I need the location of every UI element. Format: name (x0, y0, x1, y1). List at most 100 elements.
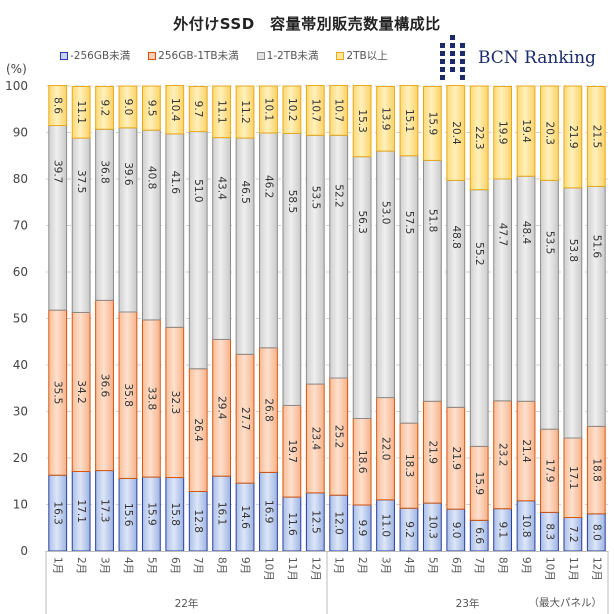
bar-segment-2tb-plus (540, 85, 559, 181)
x-tick-label: 11月 (567, 557, 579, 581)
data-label: 10.1 (262, 98, 274, 121)
data-label: 21.5 (590, 125, 602, 148)
data-label: 12.0 (333, 511, 345, 534)
legend-swatch (60, 51, 68, 60)
bar-segment-2tb-plus (563, 85, 583, 189)
bar-segment-2tb-plus (141, 85, 161, 131)
x-tick-label: 8月 (216, 557, 228, 574)
data-label: 53.8 (567, 239, 579, 262)
data-label: 18.3 (403, 454, 415, 477)
legend-item-256gb-1tb: 256GB-1TB未満 (148, 48, 239, 63)
y-tick-label: 70 (13, 219, 28, 233)
x-tick-label: 5月 (426, 557, 438, 574)
legend-item-1-2tb: 1-2TB未満 (256, 48, 318, 63)
bar-segment-1-2tb (95, 128, 114, 301)
data-label: 15.1 (403, 109, 415, 132)
data-label: 29.4 (216, 396, 228, 420)
chart-title: 外付けSSD 容量帯別販売数量構成比 (173, 15, 441, 33)
x-tick-label: 3月 (380, 557, 392, 574)
data-label: 48.8 (450, 225, 462, 248)
data-label: 10.4 (169, 98, 181, 122)
bar-segment-2tb-plus (71, 85, 91, 139)
y-axis-unit-label: (%) (6, 62, 27, 76)
data-label: 11.0 (380, 514, 392, 537)
data-label: 12.5 (309, 510, 321, 533)
data-label: 47.7 (497, 223, 509, 246)
data-label: 17.9 (543, 459, 555, 482)
data-label: 10.3 (426, 515, 438, 538)
bar-segment-1-2tb (48, 125, 68, 311)
bar-segment-1-2tb (188, 131, 208, 370)
data-label: 20.4 (450, 121, 462, 145)
x-tick-label: 4月 (403, 557, 415, 574)
bar-segment-2tb-plus (376, 85, 395, 152)
bar-segment-2tb-plus (282, 85, 302, 134)
data-label: 21.9 (426, 440, 438, 463)
bar-segment-1-2tb (282, 132, 302, 406)
bar-segment-2tb-plus (352, 85, 372, 158)
y-tick-label: 10 (13, 498, 28, 512)
data-label: 58.5 (286, 190, 298, 213)
y-tick-label: 100 (5, 79, 28, 93)
x-tick-label: 12月 (309, 557, 321, 581)
bars (48, 85, 606, 552)
x-tick-label: 10月 (543, 557, 555, 581)
x-tick-label: 1月 (52, 557, 64, 574)
x-tick-label: 7月 (473, 557, 485, 574)
y-tick-label: 20 (13, 451, 28, 465)
bar-segment-1-2tb (540, 179, 559, 430)
data-label: 35.5 (52, 381, 64, 404)
data-label: 17.1 (75, 500, 87, 523)
data-label: 15.6 (122, 503, 134, 527)
data-label: 53.5 (543, 231, 555, 254)
data-label: 13.9 (380, 107, 392, 130)
data-label: 37.5 (75, 170, 87, 193)
data-label: 10.7 (309, 99, 321, 122)
y-tick-label: 0 (20, 544, 28, 558)
legend-label: -256GB未満 (70, 50, 131, 62)
data-label: 9.5 (145, 100, 157, 117)
bar-segment-2tb-plus (188, 85, 208, 133)
data-label: 35.8 (122, 384, 134, 407)
y-tick-label: 50 (13, 312, 28, 326)
data-label: 10.7 (333, 99, 345, 122)
x-tick-label: 5月 (145, 557, 157, 574)
bar-segment-2tb-plus (118, 85, 138, 129)
data-label: 41.6 (169, 171, 181, 195)
legend: -256GB未満 256GB-1TB未満 1-2TB未満 2TB以上 (60, 48, 388, 63)
data-label: 15.9 (426, 112, 438, 135)
data-label: 23.2 (497, 443, 509, 466)
data-label: 55.2 (473, 242, 485, 265)
bar-segment-2tb-plus (235, 85, 255, 139)
bar-segment-2tb-plus (165, 85, 185, 135)
bar-segment-1-2tb (352, 156, 372, 419)
data-label: 27.7 (239, 407, 251, 430)
bar-segment-1-2tb (493, 178, 513, 402)
y-tick-label: 30 (13, 405, 28, 419)
data-label: 6.6 (473, 527, 485, 544)
data-label: 48.4 (520, 221, 532, 245)
x-tick-label: 1月 (333, 557, 345, 574)
bar-segment-1-2tb (469, 189, 489, 447)
data-label: 15.9 (145, 502, 157, 525)
data-label: 12.8 (192, 510, 204, 533)
data-label: 39.7 (52, 160, 64, 183)
bar-segment-1-2tb (586, 185, 606, 427)
data-label: 9.1 (497, 521, 509, 538)
x-tick-label: 6月 (169, 557, 181, 574)
bar-segment-1-2tb (235, 137, 255, 355)
data-label: 51.0 (192, 179, 204, 202)
bar-segment-1-2tb (516, 175, 536, 402)
data-label: 16.9 (262, 500, 274, 523)
x-axis: 1月 2月 3月 4月 5月 6月 7月 8月 9月 10月 11月 12月 1月 2月 3月 4月 5月 6月 7… (45, 551, 609, 614)
data-label: 40.8 (145, 166, 157, 189)
data-label: 23.4 (309, 427, 321, 451)
data-label: 15.8 (169, 503, 181, 526)
legend-label: 256GB-1TB未満 (158, 50, 239, 62)
data-label: 19.9 (497, 121, 509, 144)
data-label: 8.0 (590, 524, 602, 541)
chart-annotation: （最大パネル） (529, 596, 603, 609)
bar-segment-1-2tb (563, 187, 583, 439)
data-label: 36.8 (99, 160, 111, 183)
data-label: 16.3 (52, 501, 64, 524)
